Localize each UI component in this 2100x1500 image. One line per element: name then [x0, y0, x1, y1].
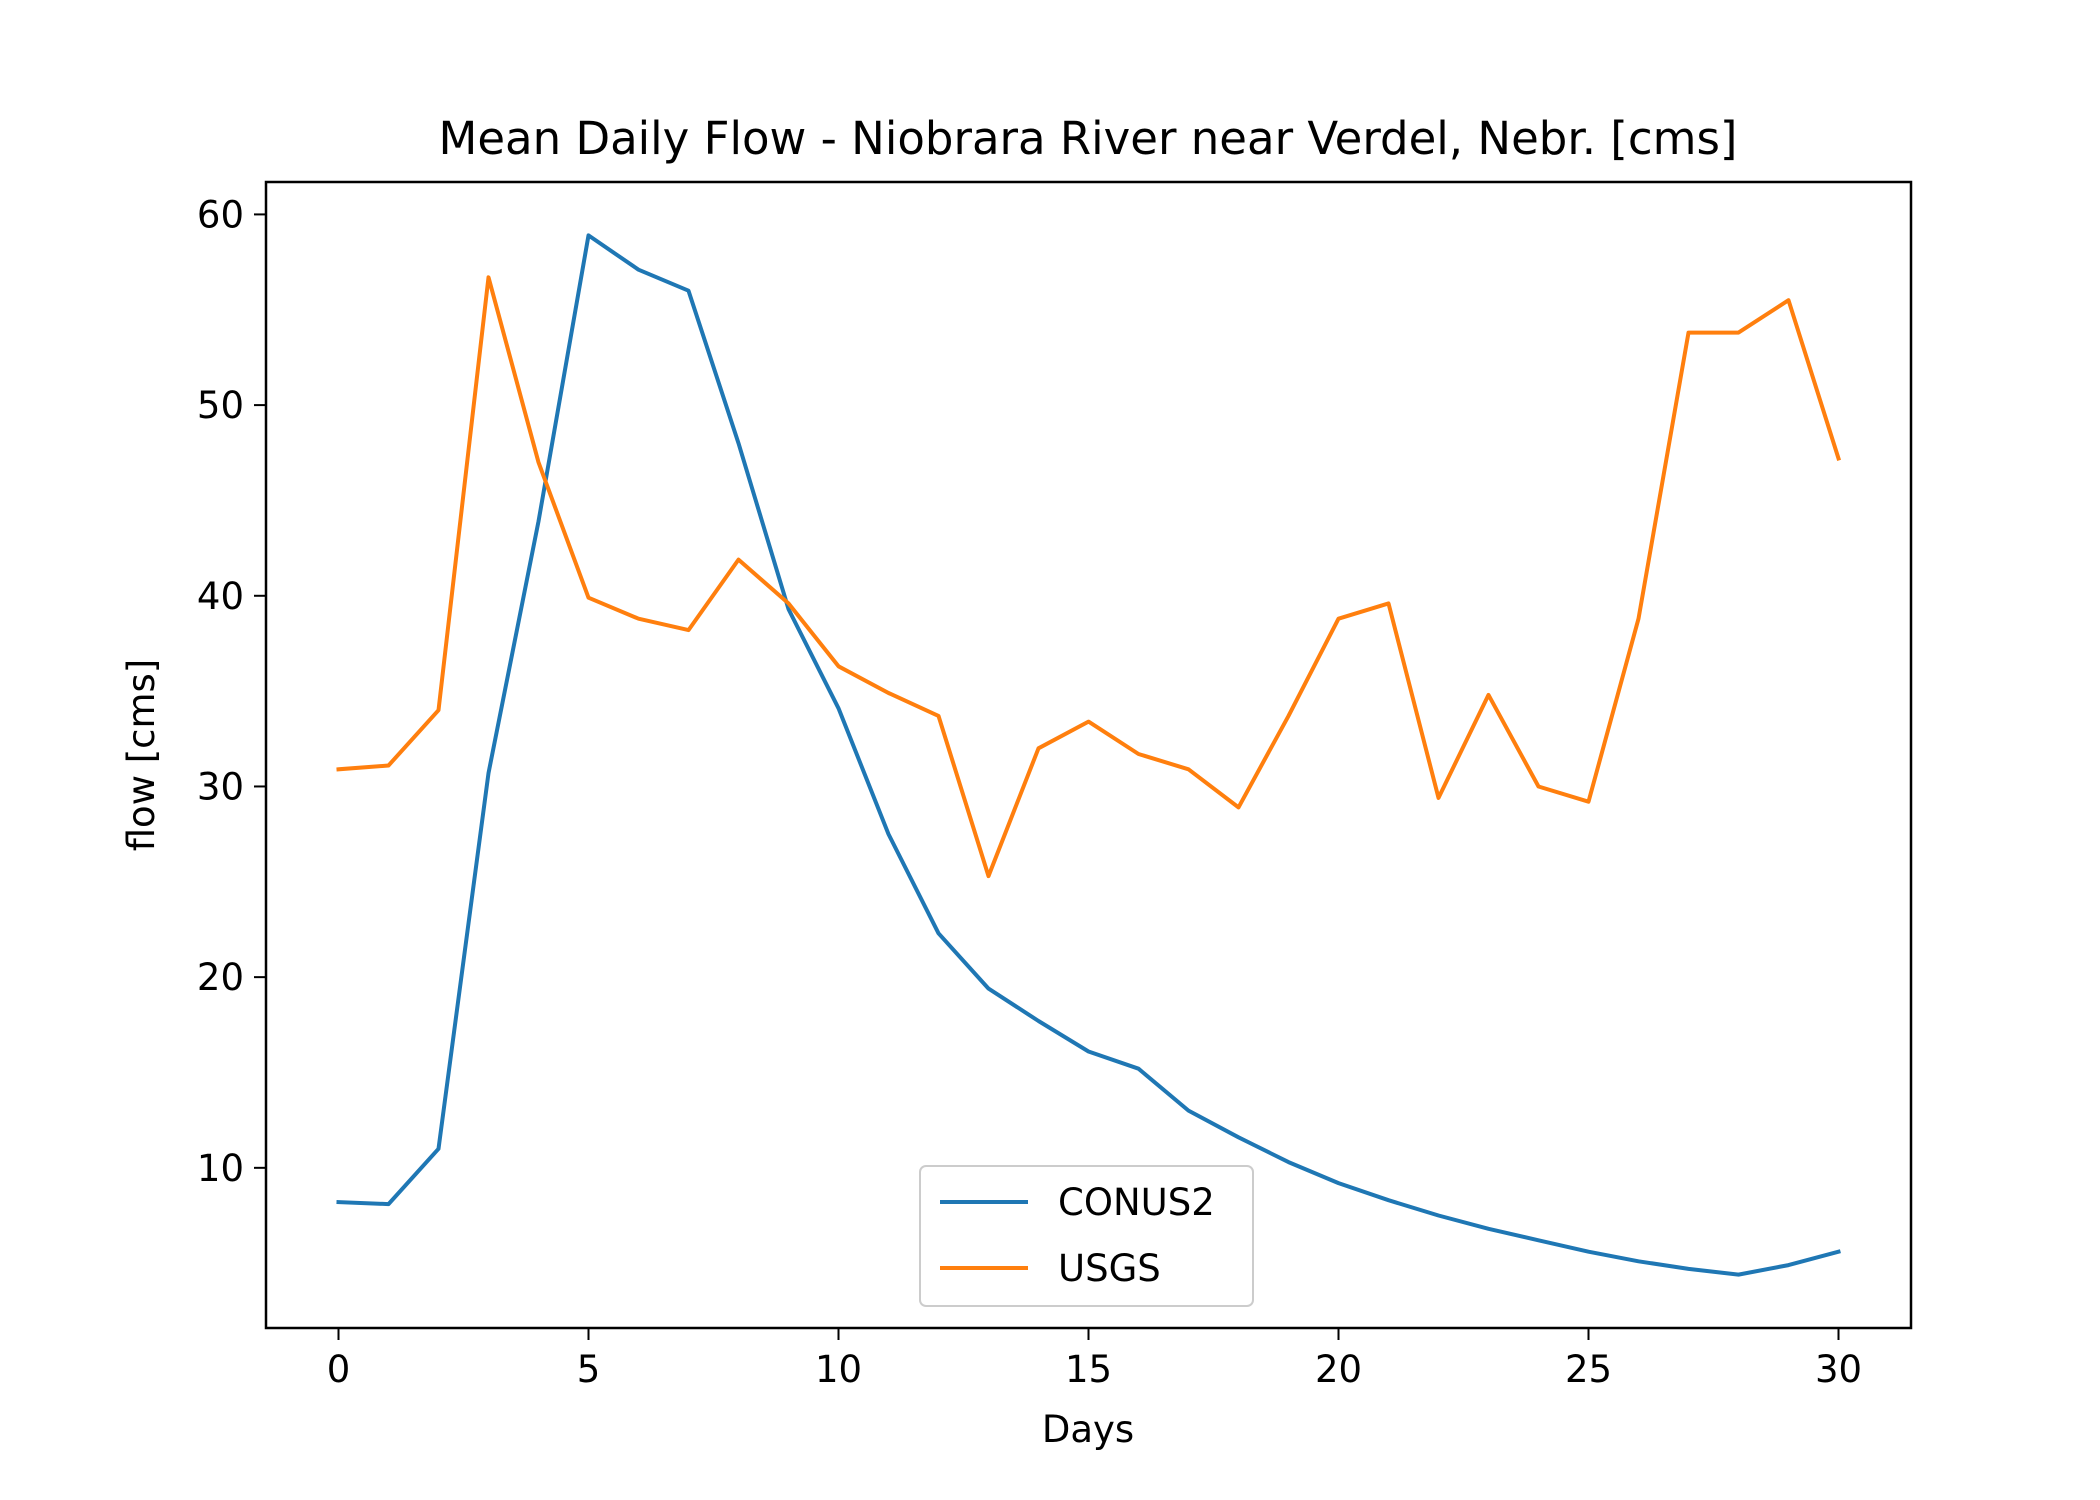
y-tick-label: 30 — [197, 765, 244, 808]
y-tick-label: 60 — [197, 193, 244, 236]
y-axis-label: flow [cms] — [120, 659, 163, 852]
x-axis: 0 5 10 15 20 25 30 — [327, 1328, 1862, 1391]
y-tick-label: 40 — [197, 575, 244, 618]
x-tick-label: 0 — [327, 1348, 351, 1391]
x-tick-label: 15 — [1065, 1348, 1112, 1391]
x-tick-label: 20 — [1315, 1348, 1362, 1391]
x-tick-label: 5 — [577, 1348, 601, 1391]
y-tick-label: 20 — [197, 956, 244, 999]
series-line-conus2 — [336, 233, 1841, 1277]
x-tick-label: 10 — [815, 1348, 862, 1391]
y-axis: 10 20 30 40 50 60 — [197, 193, 266, 1190]
y-tick-label: 50 — [197, 384, 244, 427]
chart-title: Mean Daily Flow - Niobrara River near Ve… — [439, 112, 1738, 165]
legend-label-usgs: USGS — [1058, 1247, 1161, 1290]
x-tick-label: 30 — [1815, 1348, 1862, 1391]
y-tick-label: 10 — [197, 1147, 244, 1190]
x-tick-label: 25 — [1565, 1348, 1612, 1391]
plot-area — [336, 233, 1842, 1277]
x-axis-label: Days — [1042, 1408, 1134, 1451]
series-line-usgs — [336, 275, 1842, 879]
legend-label-conus2: CONUS2 — [1058, 1181, 1215, 1224]
legend: CONUS2 USGS — [919, 1165, 1254, 1307]
